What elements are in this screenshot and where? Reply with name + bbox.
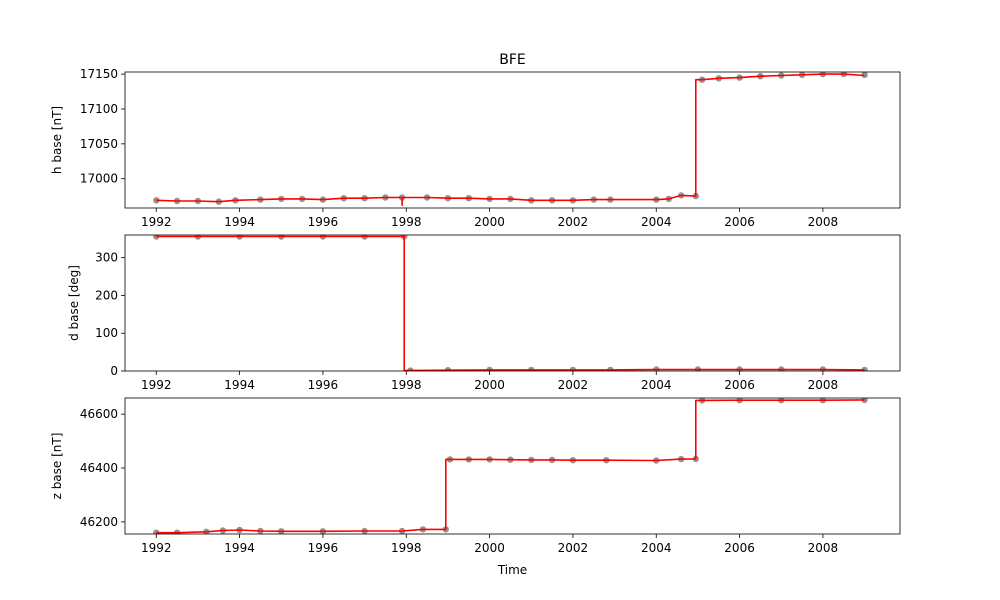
x-tick-label-d: 2008 <box>808 378 839 392</box>
y-tick-label-h: 17000 <box>80 172 118 186</box>
y-tick-label-d: 0 <box>110 364 118 378</box>
y-tick-label-z: 46600 <box>80 407 118 421</box>
x-tick-label-h: 2008 <box>808 215 839 229</box>
axes-frame-z <box>124 397 901 535</box>
x-tick-label-h: 1992 <box>141 215 172 229</box>
x-tick-label-z: 1998 <box>391 541 422 555</box>
x-tick-label-z: 2008 <box>808 541 839 555</box>
plot-area-z <box>153 398 868 534</box>
baseline-line-z <box>156 399 865 534</box>
x-tick-label-d: 2006 <box>724 378 755 392</box>
x-tick-label-d: 1994 <box>224 378 255 392</box>
x-tick-label-d: 1992 <box>141 378 172 392</box>
subplot-d-base: d base [deg] 1992 1994 1996 1998 2000 2002 200… <box>67 234 901 392</box>
chart-title: BFE <box>499 52 526 68</box>
y-axis-label-d: d base [deg] <box>67 265 81 341</box>
y-axis-label-h: h base [nT] <box>50 106 64 174</box>
x-tick-label-h: 2002 <box>558 215 589 229</box>
y-tick-label-z: 46200 <box>80 515 118 529</box>
y-tick-label-h: 17150 <box>80 67 118 81</box>
x-tick-label-z: 1994 <box>224 541 255 555</box>
x-tick-label-z: 2006 <box>724 541 755 555</box>
y-axis-label-z: z base [nT] <box>50 433 64 500</box>
plot-area-d <box>153 235 868 371</box>
x-tick-label-h: 2006 <box>724 215 755 229</box>
axes-frame-d <box>124 234 901 372</box>
x-tick-label-d: 2000 <box>474 378 505 392</box>
x-tick-label-d: 1998 <box>391 378 422 392</box>
x-tick-label-z: 2004 <box>641 541 672 555</box>
baseline-line-d <box>156 235 865 371</box>
y-tick-label-d: 300 <box>95 251 118 265</box>
x-tick-label-d: 2002 <box>558 378 589 392</box>
x-tick-label-d: 2004 <box>641 378 672 392</box>
y-tick-label-h: 17050 <box>80 137 118 151</box>
baseline-line-h <box>156 73 865 206</box>
x-tick-label-h: 2004 <box>641 215 672 229</box>
y-tick-label-h: 17100 <box>80 102 118 116</box>
x-tick-label-d: 1996 <box>308 378 339 392</box>
y-tick-label-d: 100 <box>95 326 118 340</box>
subplot-h-base: BFE h base [nT] 1992 1994 1996 1998 2000 2002… <box>50 52 901 229</box>
axes-frame-h <box>124 71 901 209</box>
subplot-z-base: z base [nT] Time 1992 1994 1996 1998 2000 200… <box>50 397 901 577</box>
x-tick-label-z: 1992 <box>141 541 172 555</box>
x-tick-label-z: 2002 <box>558 541 589 555</box>
y-tick-label-d: 200 <box>95 288 118 302</box>
y-tick-label-z: 46400 <box>80 461 118 475</box>
x-axis-label-time: Time <box>497 563 527 577</box>
x-tick-label-z: 1996 <box>308 541 339 555</box>
plot-area-h <box>153 72 868 206</box>
x-tick-label-h: 2000 <box>474 215 505 229</box>
x-tick-label-h: 1996 <box>308 215 339 229</box>
x-tick-label-h: 1994 <box>224 215 255 229</box>
x-tick-label-z: 2000 <box>474 541 505 555</box>
x-tick-label-h: 1998 <box>391 215 422 229</box>
